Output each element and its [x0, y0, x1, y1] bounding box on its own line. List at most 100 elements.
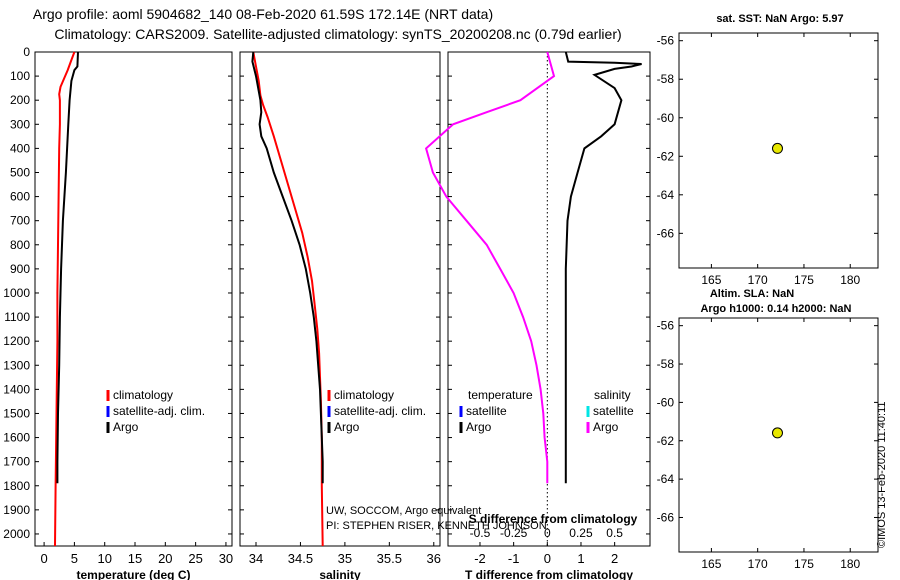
temperature-xtick-label: 30	[219, 551, 233, 566]
s-difference-tick-label: 0.25	[569, 526, 593, 540]
sst_map-ytick-label: -62	[657, 149, 675, 163]
temperature-legend-argo-label: Argo	[113, 420, 139, 434]
temperature-xtick-label: 25	[188, 551, 202, 566]
s-difference-tick-label: 0	[544, 526, 551, 540]
sst_map-panel: -56 -58 -60 -62 -64 -66 165 170 175 180	[657, 32, 879, 287]
legend-t-satellite-label: satellite	[466, 404, 507, 418]
difference-xtick-label: -1	[508, 551, 520, 566]
salinity-xtick-label: 36	[427, 551, 441, 566]
depth-tick-label: 200	[10, 93, 30, 107]
s-difference-tick-label: -0.5	[470, 526, 491, 540]
difference-xtick-label: 2	[611, 551, 618, 566]
temperature-legend-satellite-label: satellite-adj. clim.	[113, 404, 205, 418]
temperature-legend-climatology-label: climatology	[113, 388, 173, 402]
sla_map-ytick-label: -64	[657, 472, 675, 486]
sst_map-xtick-label: 170	[748, 273, 768, 287]
depth-tick-label: 1100	[4, 310, 30, 324]
difference-panel: -2 -1 0 1 2 T difference from climatology S di…	[424, 51, 651, 580]
salinity-axes-frame	[239, 51, 441, 547]
depth-tick-label: 2000	[3, 527, 30, 541]
sst_map-xtick-label: 180	[840, 273, 860, 287]
sla_map-xtick-label: 165	[701, 557, 721, 571]
sst_map-ytick-label: -66	[657, 226, 675, 240]
temperature-argo-line	[56, 51, 79, 484]
salinity-climatology-line	[252, 51, 324, 547]
sla_map-axes-frame	[678, 317, 879, 553]
sla-map-subtitle: Argo h1000: 0.14 h2000: NaN	[700, 303, 851, 315]
sla_map-ytick-label: -56	[657, 319, 675, 333]
temperature-panel: 0100200300400500600700800900100011001200…	[3, 45, 233, 580]
depth-tick-label: 300	[10, 117, 30, 131]
salinity-argo-line	[251, 51, 324, 484]
salinity-xtick-label: 34	[249, 551, 263, 566]
temperature-xtick-label: 20	[158, 551, 172, 566]
depth-tick-label: 700	[10, 214, 30, 228]
temperature-xtick-label: 15	[128, 551, 142, 566]
difference-axes-frame	[447, 51, 651, 547]
sla_map-xtick-label: 180	[840, 557, 860, 571]
temperature-climatology-line	[54, 51, 76, 547]
sla_map-ytick-label: -58	[657, 357, 675, 371]
depth-tick-label: 900	[10, 262, 30, 276]
temperature-axes-frame	[34, 51, 233, 547]
s-difference-axis-title: S difference from climatology	[469, 512, 638, 526]
depth-tick-label: 1700	[3, 455, 30, 469]
sla_map-ytick-label: -62	[657, 434, 675, 448]
sst_map-ytick-label: -56	[657, 34, 675, 48]
depth-tick-label: 400	[10, 141, 30, 155]
temperature-xtick-label: 5	[71, 551, 78, 566]
depth-tick-label: 0	[23, 45, 30, 59]
salinity-legend-argo-label: Argo	[334, 420, 360, 434]
difference-xlabel: T difference from climatology	[465, 568, 633, 580]
sla_map-ytick-label: -60	[657, 395, 675, 409]
sst_map-ytick-label: -60	[657, 111, 675, 125]
salinity-xtick-label: 35	[338, 551, 352, 566]
sla_map-float-position-marker	[771, 427, 783, 439]
depth-tick-label: 1900	[3, 503, 30, 517]
depth-tick-label: 600	[10, 190, 30, 204]
salinity-panel: 34 34.5 35 35.5 36 salinity climatology satelli…	[239, 51, 441, 580]
temperature-xlabel: temperature (deg C)	[76, 568, 190, 580]
temperature-xtick-label: 0	[40, 551, 47, 566]
sst-map-title: sat. SST: NaN Argo: 5.97	[716, 13, 843, 25]
s-difference-tick-label: 0.5	[606, 526, 623, 540]
depth-tick-label: 100	[10, 69, 30, 83]
sst_map-xtick-label: 175	[794, 273, 814, 287]
sst_map-ytick-label: -64	[657, 188, 675, 202]
salinity-xtick-label: 34.5	[288, 551, 313, 566]
legend-temperature-title: temperature	[468, 388, 533, 402]
sst_map-float-position-marker	[771, 142, 783, 154]
salinity-legend-satellite-label: satellite-adj. clim.	[334, 404, 426, 418]
header-line-2: Climatology: CARS2009. Satellite-adjuste…	[54, 26, 621, 42]
depth-tick-label: 1800	[3, 479, 30, 493]
temperature-difference-line	[564, 51, 642, 484]
depth-tick-label: 1000	[3, 286, 30, 300]
sla_map-xtick-label: 170	[748, 557, 768, 571]
difference-xtick-label: 1	[577, 551, 584, 566]
imos-watermark: ©IMOS 13-Feb-2020 11:40:11	[876, 401, 888, 548]
depth-tick-label: 500	[10, 165, 30, 179]
depth-tick-label: 800	[10, 238, 30, 252]
difference-xtick-label: 0	[544, 551, 551, 566]
sst_map-xtick-label: 165	[701, 273, 721, 287]
credits-line-2: PI: STEPHEN RISER, KENNETH JOHNSON	[326, 520, 547, 532]
depth-tick-label: 1600	[3, 431, 30, 445]
salinity-difference-line	[424, 51, 556, 484]
depth-tick-label: 1500	[3, 406, 30, 420]
difference-xtick-label: -2	[474, 551, 486, 566]
depth-tick-label: 1200	[3, 334, 30, 348]
sst_map-ytick-label: -58	[657, 72, 675, 86]
sst_map-axes-frame	[678, 32, 879, 269]
salinity-xtick-label: 35.5	[377, 551, 402, 566]
sla-map-title: Altim. SLA: NaN	[710, 288, 794, 300]
legend-salinity-title: salinity	[594, 388, 631, 402]
sla_map-panel: -56 -58 -60 -62 -64 -66 165 170 175 180	[657, 317, 879, 571]
depth-tick-label: 1300	[3, 358, 30, 372]
legend-s-satellite-label: satellite	[593, 404, 634, 418]
depth-tick-label: 1400	[3, 382, 30, 396]
legend-s-argo-label: Argo	[593, 420, 619, 434]
legend-t-argo-label: Argo	[466, 420, 492, 434]
sla_map-xtick-label: 175	[794, 557, 814, 571]
header-line-1: Argo profile: aoml 5904682_140 08-Feb-20…	[33, 6, 493, 22]
